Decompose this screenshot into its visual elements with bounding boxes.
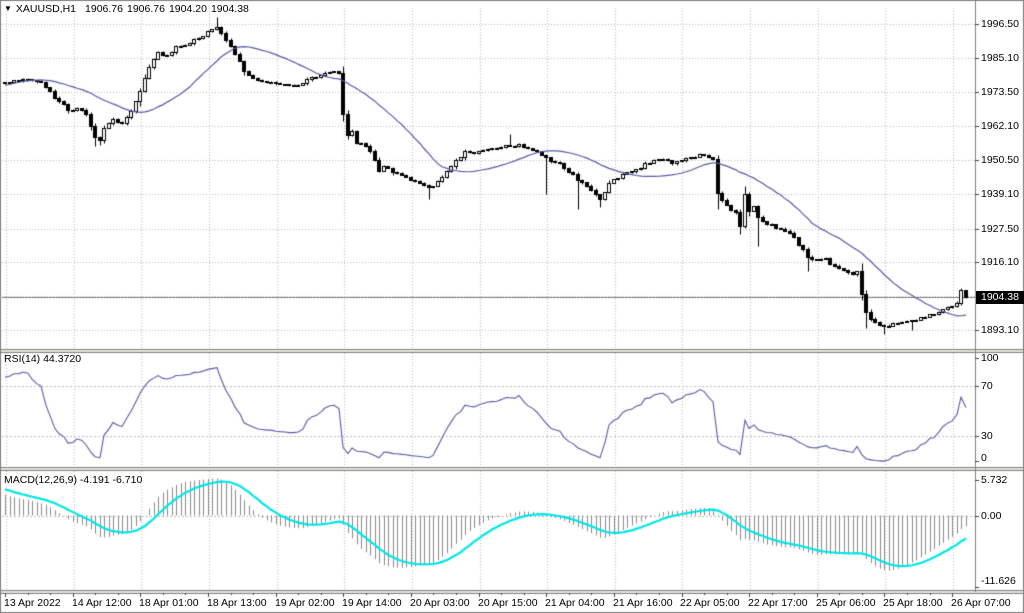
price-tick-label: 1962.10: [981, 120, 1019, 132]
bar-high-value: 1906.76: [127, 3, 165, 15]
price-tick-label: 1996.50: [981, 18, 1019, 30]
date-label: 21 Apr 16:00: [613, 597, 673, 609]
rsi-tick-label: 30: [981, 430, 993, 442]
price-tick-label: 1950.50: [981, 154, 1019, 166]
symbol-period-label: XAUUSD,H1: [15, 3, 77, 15]
date-label: 22 Apr 05:00: [680, 597, 740, 609]
bar-low-value: 1904.20: [168, 3, 207, 15]
date-label: 25 Apr 18:00: [883, 597, 943, 609]
rsi-axis[interactable]: [975, 352, 1024, 467]
symbol-dropdown-icon[interactable]: ▼: [4, 4, 12, 13]
bar-close-value: 1904.38: [210, 3, 249, 15]
price-tick-label: 1973.50: [981, 86, 1019, 98]
date-label: 14 Apr 12:00: [72, 597, 132, 609]
price-tick-label: 1927.50: [981, 223, 1019, 235]
date-label: 22 Apr 17:00: [748, 597, 808, 609]
macd-indicator-label: MACD(12,26,9) -4.191 -6.710: [4, 474, 143, 486]
date-label: 19 Apr 14:00: [342, 597, 402, 609]
date-label: 21 Apr 04:00: [545, 597, 605, 609]
date-label: 25 Apr 06:00: [816, 597, 876, 609]
macd-tick-label: -11.626: [981, 575, 1016, 587]
price-tick-label: 1939.10: [981, 188, 1019, 200]
date-label: 13 Apr 2022: [4, 597, 61, 609]
date-label: 20 Apr 03:00: [410, 597, 470, 609]
price-tick-label: 1985.10: [981, 52, 1019, 64]
price-tick-label: 1893.10: [981, 324, 1019, 336]
rsi-indicator-label: RSI(14) 44.3720: [4, 353, 82, 365]
rsi-tick-label: 70: [981, 380, 993, 392]
date-label: 18 Apr 01:00: [139, 597, 199, 609]
macd-tick-label: 0.00: [981, 510, 1002, 522]
bar-open-value: 1906.76: [85, 3, 123, 15]
rsi-tick-label: 100: [981, 352, 999, 364]
date-label: 18 Apr 13:00: [207, 597, 267, 609]
chart-header: ▼ XAUUSD,H1 1906.76 1906.76 1904.20 1904.38: [4, 3, 253, 15]
date-label: 26 Apr 07:00: [951, 597, 1011, 609]
rsi-tick-label: 0: [981, 452, 987, 464]
macd-axis[interactable]: [975, 471, 1024, 592]
date-label: 20 Apr 15:00: [478, 597, 538, 609]
macd-tick-label: 5.732: [981, 474, 1008, 486]
price-tick-label: 1916.10: [981, 256, 1019, 268]
date-label: 19 Apr 02:00: [275, 597, 335, 609]
current-price-tag: 1904.38: [976, 291, 1024, 304]
